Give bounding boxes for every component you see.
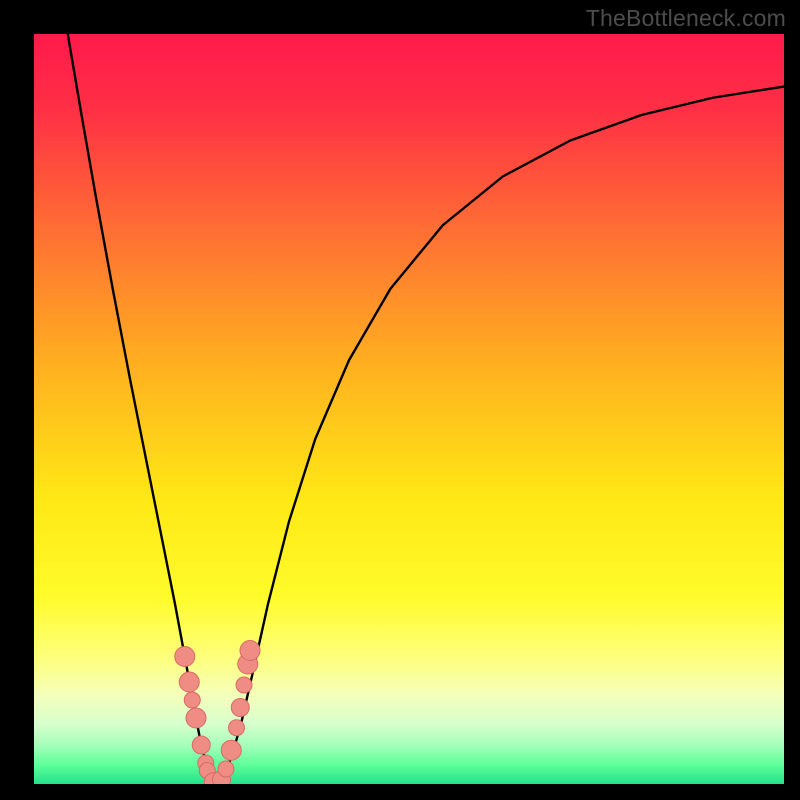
data-marker xyxy=(179,672,199,692)
curve-right-branch xyxy=(215,87,784,785)
chart-stage: TheBottleneck.com xyxy=(0,0,800,800)
data-marker xyxy=(192,736,210,754)
plot-area xyxy=(34,34,784,784)
data-marker xyxy=(184,692,200,708)
data-marker xyxy=(221,740,241,760)
data-marker xyxy=(231,699,249,717)
data-marker xyxy=(218,761,234,777)
data-marker xyxy=(229,720,245,736)
data-marker xyxy=(186,708,206,728)
markers-group xyxy=(175,641,260,785)
watermark-text: TheBottleneck.com xyxy=(586,5,786,32)
curve-layer xyxy=(34,34,784,784)
data-marker xyxy=(240,641,260,661)
curve-left-branch xyxy=(68,34,215,784)
data-marker xyxy=(236,677,252,693)
data-marker xyxy=(175,647,195,667)
